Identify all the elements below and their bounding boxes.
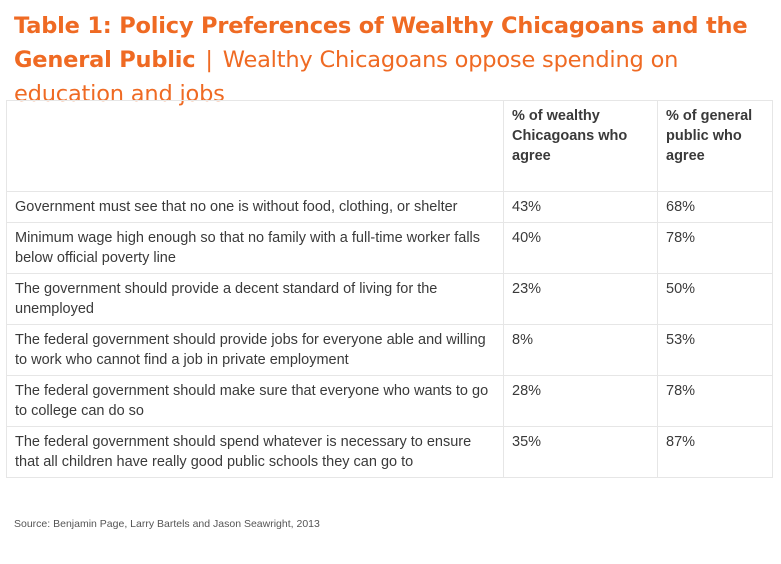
general-cell: 78% xyxy=(657,375,773,427)
general-cell: 68% xyxy=(657,191,773,223)
header-wealthy: % of wealthy Chicagoans who agree xyxy=(503,100,658,192)
policy-cell: The federal government should make sure … xyxy=(6,375,504,427)
wealthy-cell: 8% xyxy=(503,324,658,376)
table-row: The federal government should make sure … xyxy=(6,375,773,427)
general-cell: 53% xyxy=(657,324,773,376)
table-row: Government must see that no one is witho… xyxy=(6,191,773,223)
source-note: Source: Benjamin Page, Larry Bartels and… xyxy=(14,518,320,530)
title-bold: Table 1: Policy Preferences of Wealthy C… xyxy=(14,13,748,73)
wealthy-cell: 35% xyxy=(503,426,658,478)
table-row: The government should provide a decent s… xyxy=(6,273,773,325)
policy-cell: Government must see that no one is witho… xyxy=(6,191,504,223)
table-row: Minimum wage high enough so that no fami… xyxy=(6,222,773,274)
general-cell: 78% xyxy=(657,222,773,274)
page-title: Table 1: Policy Preferences of Wealthy C… xyxy=(14,9,774,111)
header-policy xyxy=(6,100,504,192)
policy-table: % of wealthy Chicagoans who agree % of g… xyxy=(6,100,773,478)
title-separator: | xyxy=(205,47,213,73)
policy-cell: The federal government should provide jo… xyxy=(6,324,504,376)
wealthy-cell: 40% xyxy=(503,222,658,274)
wealthy-cell: 23% xyxy=(503,273,658,325)
wealthy-cell: 43% xyxy=(503,191,658,223)
table-row: The federal government should provide jo… xyxy=(6,324,773,376)
policy-cell: The federal government should spend what… xyxy=(6,426,504,478)
policy-cell: Minimum wage high enough so that no fami… xyxy=(6,222,504,274)
table-row: The federal government should spend what… xyxy=(6,426,773,478)
wealthy-cell: 28% xyxy=(503,375,658,427)
header-general: % of general public who agree xyxy=(657,100,773,192)
table-header-row: % of wealthy Chicagoans who agree % of g… xyxy=(6,100,773,192)
general-cell: 50% xyxy=(657,273,773,325)
general-cell: 87% xyxy=(657,426,773,478)
policy-cell: The government should provide a decent s… xyxy=(6,273,504,325)
